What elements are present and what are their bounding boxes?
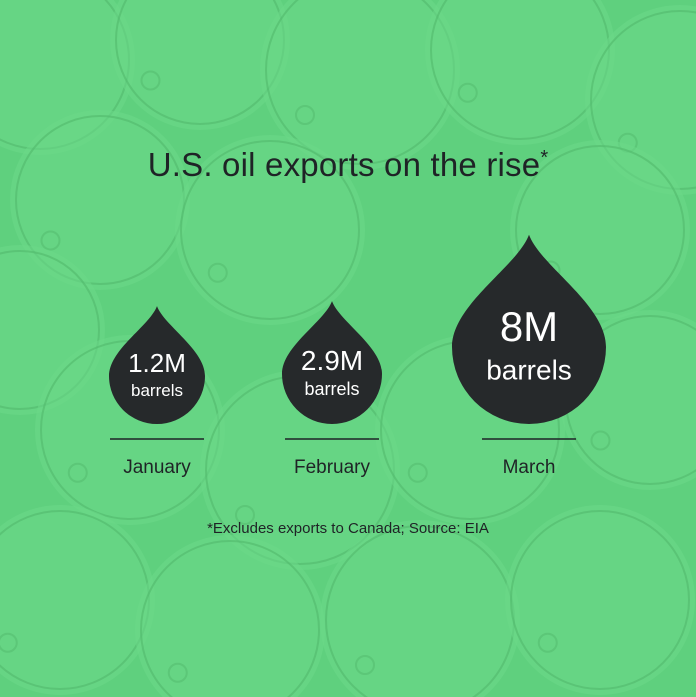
footnote: *Excludes exports to Canada; Source: EIA bbox=[207, 520, 489, 537]
category-label: January bbox=[123, 457, 191, 478]
title-marker: * bbox=[540, 147, 549, 169]
data-label-value: 8M bbox=[500, 303, 558, 350]
barrel-lid bbox=[175, 135, 365, 325]
chart-title: U.S. oil exports on the rise* bbox=[147, 146, 549, 183]
data-label-value: 1.2M bbox=[128, 348, 186, 378]
droplet-mark bbox=[282, 301, 382, 424]
data-label-unit: barrels bbox=[486, 354, 572, 385]
droplet-mark bbox=[452, 234, 606, 424]
data-droplet-march: 8M barrels bbox=[452, 234, 606, 424]
barrel-lid bbox=[505, 505, 695, 695]
data-droplet-february: 2.9M barrels bbox=[282, 301, 382, 424]
data-label-unit: barrels bbox=[304, 379, 359, 399]
category-label: February bbox=[294, 457, 371, 478]
data-droplet-january: 1.2M barrels bbox=[109, 306, 205, 424]
category-label: March bbox=[503, 457, 556, 478]
barrel-lid bbox=[135, 535, 325, 697]
data-label-value: 2.9M bbox=[301, 345, 363, 376]
data-label-unit: barrels bbox=[131, 381, 183, 400]
droplet-mark bbox=[109, 306, 205, 424]
